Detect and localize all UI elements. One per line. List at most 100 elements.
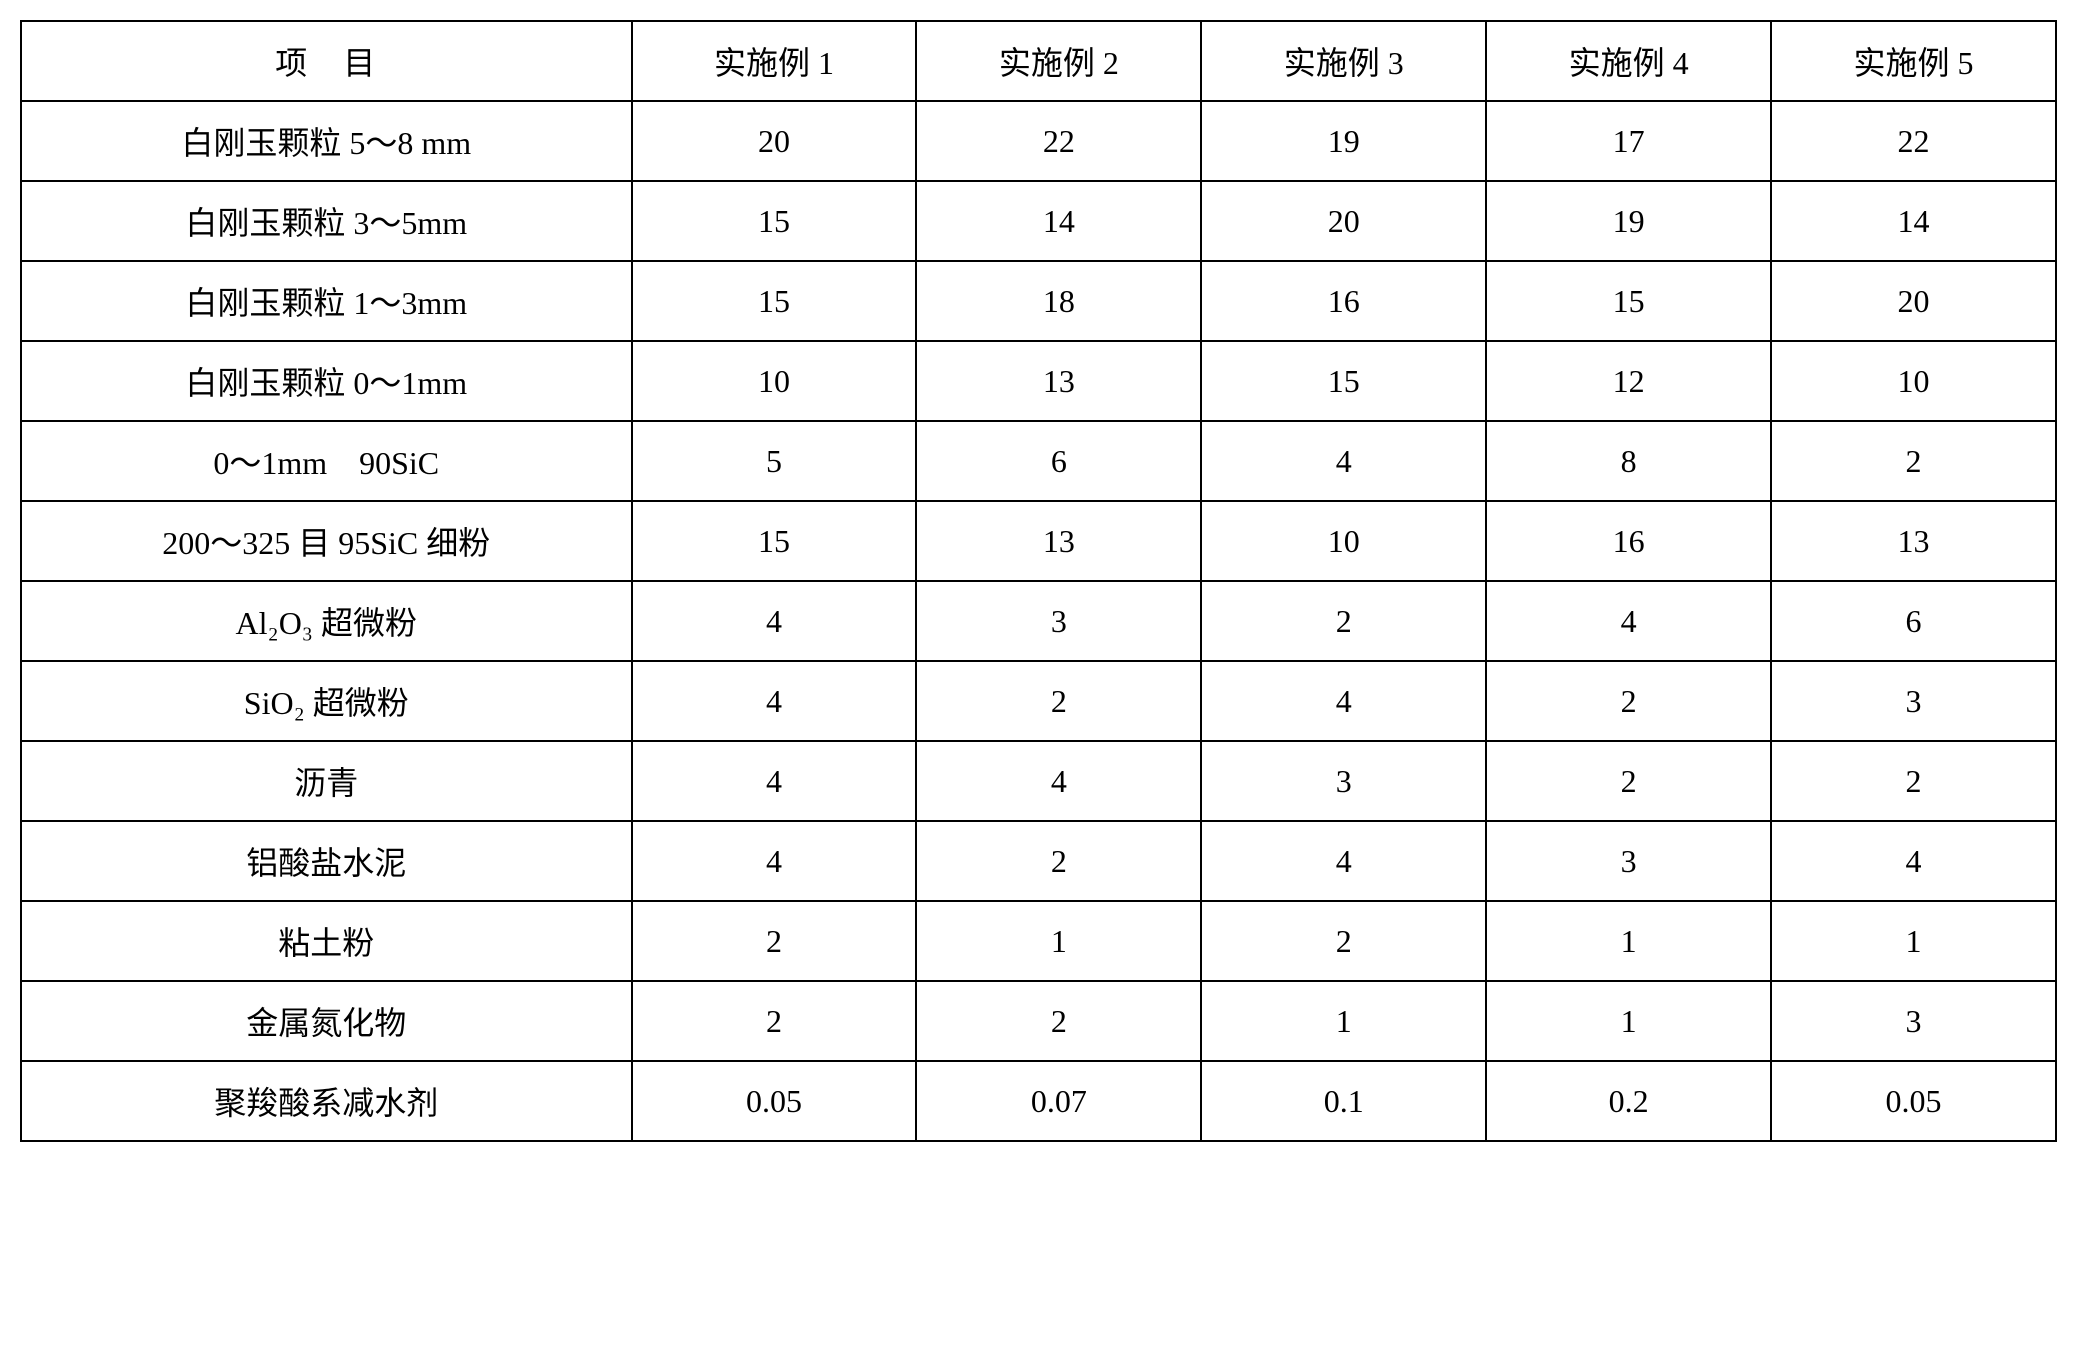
table-body: 白刚玉颗粒 5～8 mm 20 22 19 17 22 白刚玉颗粒 3～5mm … [21, 101, 2056, 1141]
cell-value: 15 [632, 261, 917, 341]
cell-value: 3 [1771, 661, 2056, 741]
cell-value: 6 [916, 421, 1201, 501]
cell-value: 20 [1201, 181, 1486, 261]
cell-value: 4 [1201, 421, 1486, 501]
cell-value: 2 [916, 981, 1201, 1061]
cell-value: 2 [916, 661, 1201, 741]
cell-value: 3 [1771, 981, 2056, 1061]
header-example-4: 实施例 4 [1486, 21, 1771, 101]
cell-value: 2 [1771, 421, 2056, 501]
table-row: SiO₂ 超微粉 4 2 4 2 3 [21, 661, 2056, 741]
cell-value: 4 [1486, 581, 1771, 661]
cell-value: 16 [1201, 261, 1486, 341]
cell-value: 20 [1771, 261, 2056, 341]
cell-value: 8 [1486, 421, 1771, 501]
table-header-row: 项 目 实施例 1 实施例 2 实施例 3 实施例 4 实施例 5 [21, 21, 2056, 101]
cell-value: 0.05 [1771, 1061, 2056, 1141]
cell-value: 17 [1486, 101, 1771, 181]
row-label: 粘土粉 [21, 901, 632, 981]
cell-value: 1 [916, 901, 1201, 981]
table-row: Al₂O₃ 超微粉 4 3 2 4 6 [21, 581, 2056, 661]
cell-value: 13 [916, 501, 1201, 581]
row-label: 铝酸盐水泥 [21, 821, 632, 901]
cell-value: 15 [1486, 261, 1771, 341]
table-row: 聚羧酸系减水剂 0.05 0.07 0.1 0.2 0.05 [21, 1061, 2056, 1141]
row-label: 白刚玉颗粒 3～5mm [21, 181, 632, 261]
cell-value: 5 [632, 421, 917, 501]
cell-value: 10 [1771, 341, 2056, 421]
cell-value: 14 [916, 181, 1201, 261]
cell-value: 3 [1486, 821, 1771, 901]
row-label: 白刚玉颗粒 1～3mm [21, 261, 632, 341]
cell-value: 2 [1201, 581, 1486, 661]
row-label: SiO₂ 超微粉 [21, 661, 632, 741]
table-row: 白刚玉颗粒 5～8 mm 20 22 19 17 22 [21, 101, 2056, 181]
cell-value: 4 [1771, 821, 2056, 901]
cell-value: 4 [632, 821, 917, 901]
table-header: 项 目 实施例 1 实施例 2 实施例 3 实施例 4 实施例 5 [21, 21, 2056, 101]
cell-value: 2 [1201, 901, 1486, 981]
cell-value: 2 [1771, 741, 2056, 821]
row-label: 白刚玉颗粒 5～8 mm [21, 101, 632, 181]
cell-value: 19 [1201, 101, 1486, 181]
cell-value: 12 [1486, 341, 1771, 421]
table-row: 铝酸盐水泥 4 2 4 3 4 [21, 821, 2056, 901]
table-row: 200～325 目 95SiC 细粉 15 13 10 16 13 [21, 501, 2056, 581]
cell-value: 4 [916, 741, 1201, 821]
cell-value: 1 [1771, 901, 2056, 981]
cell-value: 4 [1201, 821, 1486, 901]
header-example-2: 实施例 2 [916, 21, 1201, 101]
cell-value: 10 [632, 341, 917, 421]
cell-value: 22 [916, 101, 1201, 181]
cell-value: 3 [916, 581, 1201, 661]
cell-value: 3 [1201, 741, 1486, 821]
cell-value: 16 [1486, 501, 1771, 581]
cell-value: 15 [632, 501, 917, 581]
cell-value: 6 [1771, 581, 2056, 661]
cell-value: 2 [632, 901, 917, 981]
cell-value: 0.1 [1201, 1061, 1486, 1141]
row-label: Al₂O₃ 超微粉 [21, 581, 632, 661]
composition-table: 项 目 实施例 1 实施例 2 实施例 3 实施例 4 实施例 5 白刚玉颗粒 … [20, 20, 2057, 1142]
row-label: 白刚玉颗粒 0～1mm [21, 341, 632, 421]
cell-value: 13 [916, 341, 1201, 421]
header-example-5: 实施例 5 [1771, 21, 2056, 101]
cell-value: 4 [632, 581, 917, 661]
header-example-3: 实施例 3 [1201, 21, 1486, 101]
cell-value: 4 [632, 661, 917, 741]
row-label: 聚羧酸系减水剂 [21, 1061, 632, 1141]
cell-value: 2 [632, 981, 917, 1061]
cell-value: 22 [1771, 101, 2056, 181]
row-label: 金属氮化物 [21, 981, 632, 1061]
cell-value: 15 [632, 181, 917, 261]
cell-value: 0.2 [1486, 1061, 1771, 1141]
table-row: 金属氮化物 2 2 1 1 3 [21, 981, 2056, 1061]
cell-value: 4 [1201, 661, 1486, 741]
cell-value: 14 [1771, 181, 2056, 261]
row-label: 沥青 [21, 741, 632, 821]
table-row: 0～1mm 90SiC 5 6 4 8 2 [21, 421, 2056, 501]
cell-value: 20 [632, 101, 917, 181]
cell-value: 13 [1771, 501, 2056, 581]
table-row: 沥青 4 4 3 2 2 [21, 741, 2056, 821]
table-row: 白刚玉颗粒 3～5mm 15 14 20 19 14 [21, 181, 2056, 261]
row-label: 200～325 目 95SiC 细粉 [21, 501, 632, 581]
cell-value: 4 [632, 741, 917, 821]
cell-value: 1 [1201, 981, 1486, 1061]
table-row: 白刚玉颗粒 1～3mm 15 18 16 15 20 [21, 261, 2056, 341]
cell-value: 0.05 [632, 1061, 917, 1141]
cell-value: 10 [1201, 501, 1486, 581]
cell-value: 2 [1486, 661, 1771, 741]
header-item-label: 项 目 [21, 21, 632, 101]
table-row: 粘土粉 2 1 2 1 1 [21, 901, 2056, 981]
cell-value: 1 [1486, 981, 1771, 1061]
cell-value: 18 [916, 261, 1201, 341]
header-example-1: 实施例 1 [632, 21, 917, 101]
table-row: 白刚玉颗粒 0～1mm 10 13 15 12 10 [21, 341, 2056, 421]
cell-value: 2 [1486, 741, 1771, 821]
cell-value: 15 [1201, 341, 1486, 421]
row-label: 0～1mm 90SiC [21, 421, 632, 501]
cell-value: 1 [1486, 901, 1771, 981]
cell-value: 0.07 [916, 1061, 1201, 1141]
cell-value: 19 [1486, 181, 1771, 261]
